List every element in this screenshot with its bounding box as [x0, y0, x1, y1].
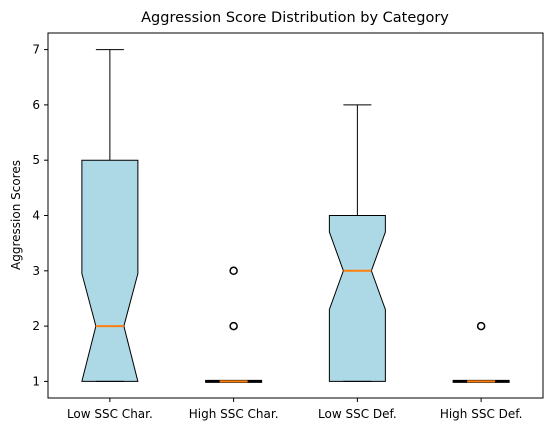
x-tick-label-0: Low SSC Char. [67, 407, 153, 421]
plot-area: 1 2 3 4 5 6 7 Low SSC Char. High SSC Char. Low SS… [32, 43, 522, 421]
chart-title: Aggression Score Distribution by Categor… [141, 10, 449, 26]
y-tick-label-7: 7 [32, 43, 40, 57]
x-tick-label-2: Low SSC Def. [318, 407, 397, 421]
y-axis-label: Aggression Scores [9, 160, 23, 270]
y-tick-label-3: 3 [32, 264, 40, 278]
y-tick-label-2: 2 [32, 319, 40, 333]
outlier-1-1 [229, 266, 238, 276]
box-2 [328, 215, 386, 382]
y-tick-label-4: 4 [32, 209, 40, 223]
y-tick-label-1: 1 [32, 374, 40, 388]
box-0 [81, 159, 139, 382]
x-tick-label-1: High SSC Char. [189, 407, 279, 421]
x-tick-label-3: High SSC Def. [440, 407, 523, 421]
outlier-3-0 [476, 321, 486, 331]
y-tick-label-5: 5 [32, 153, 40, 167]
plot-frame [47, 32, 544, 399]
outlier-1-0 [229, 321, 238, 331]
y-tick-label-6: 6 [32, 98, 40, 112]
